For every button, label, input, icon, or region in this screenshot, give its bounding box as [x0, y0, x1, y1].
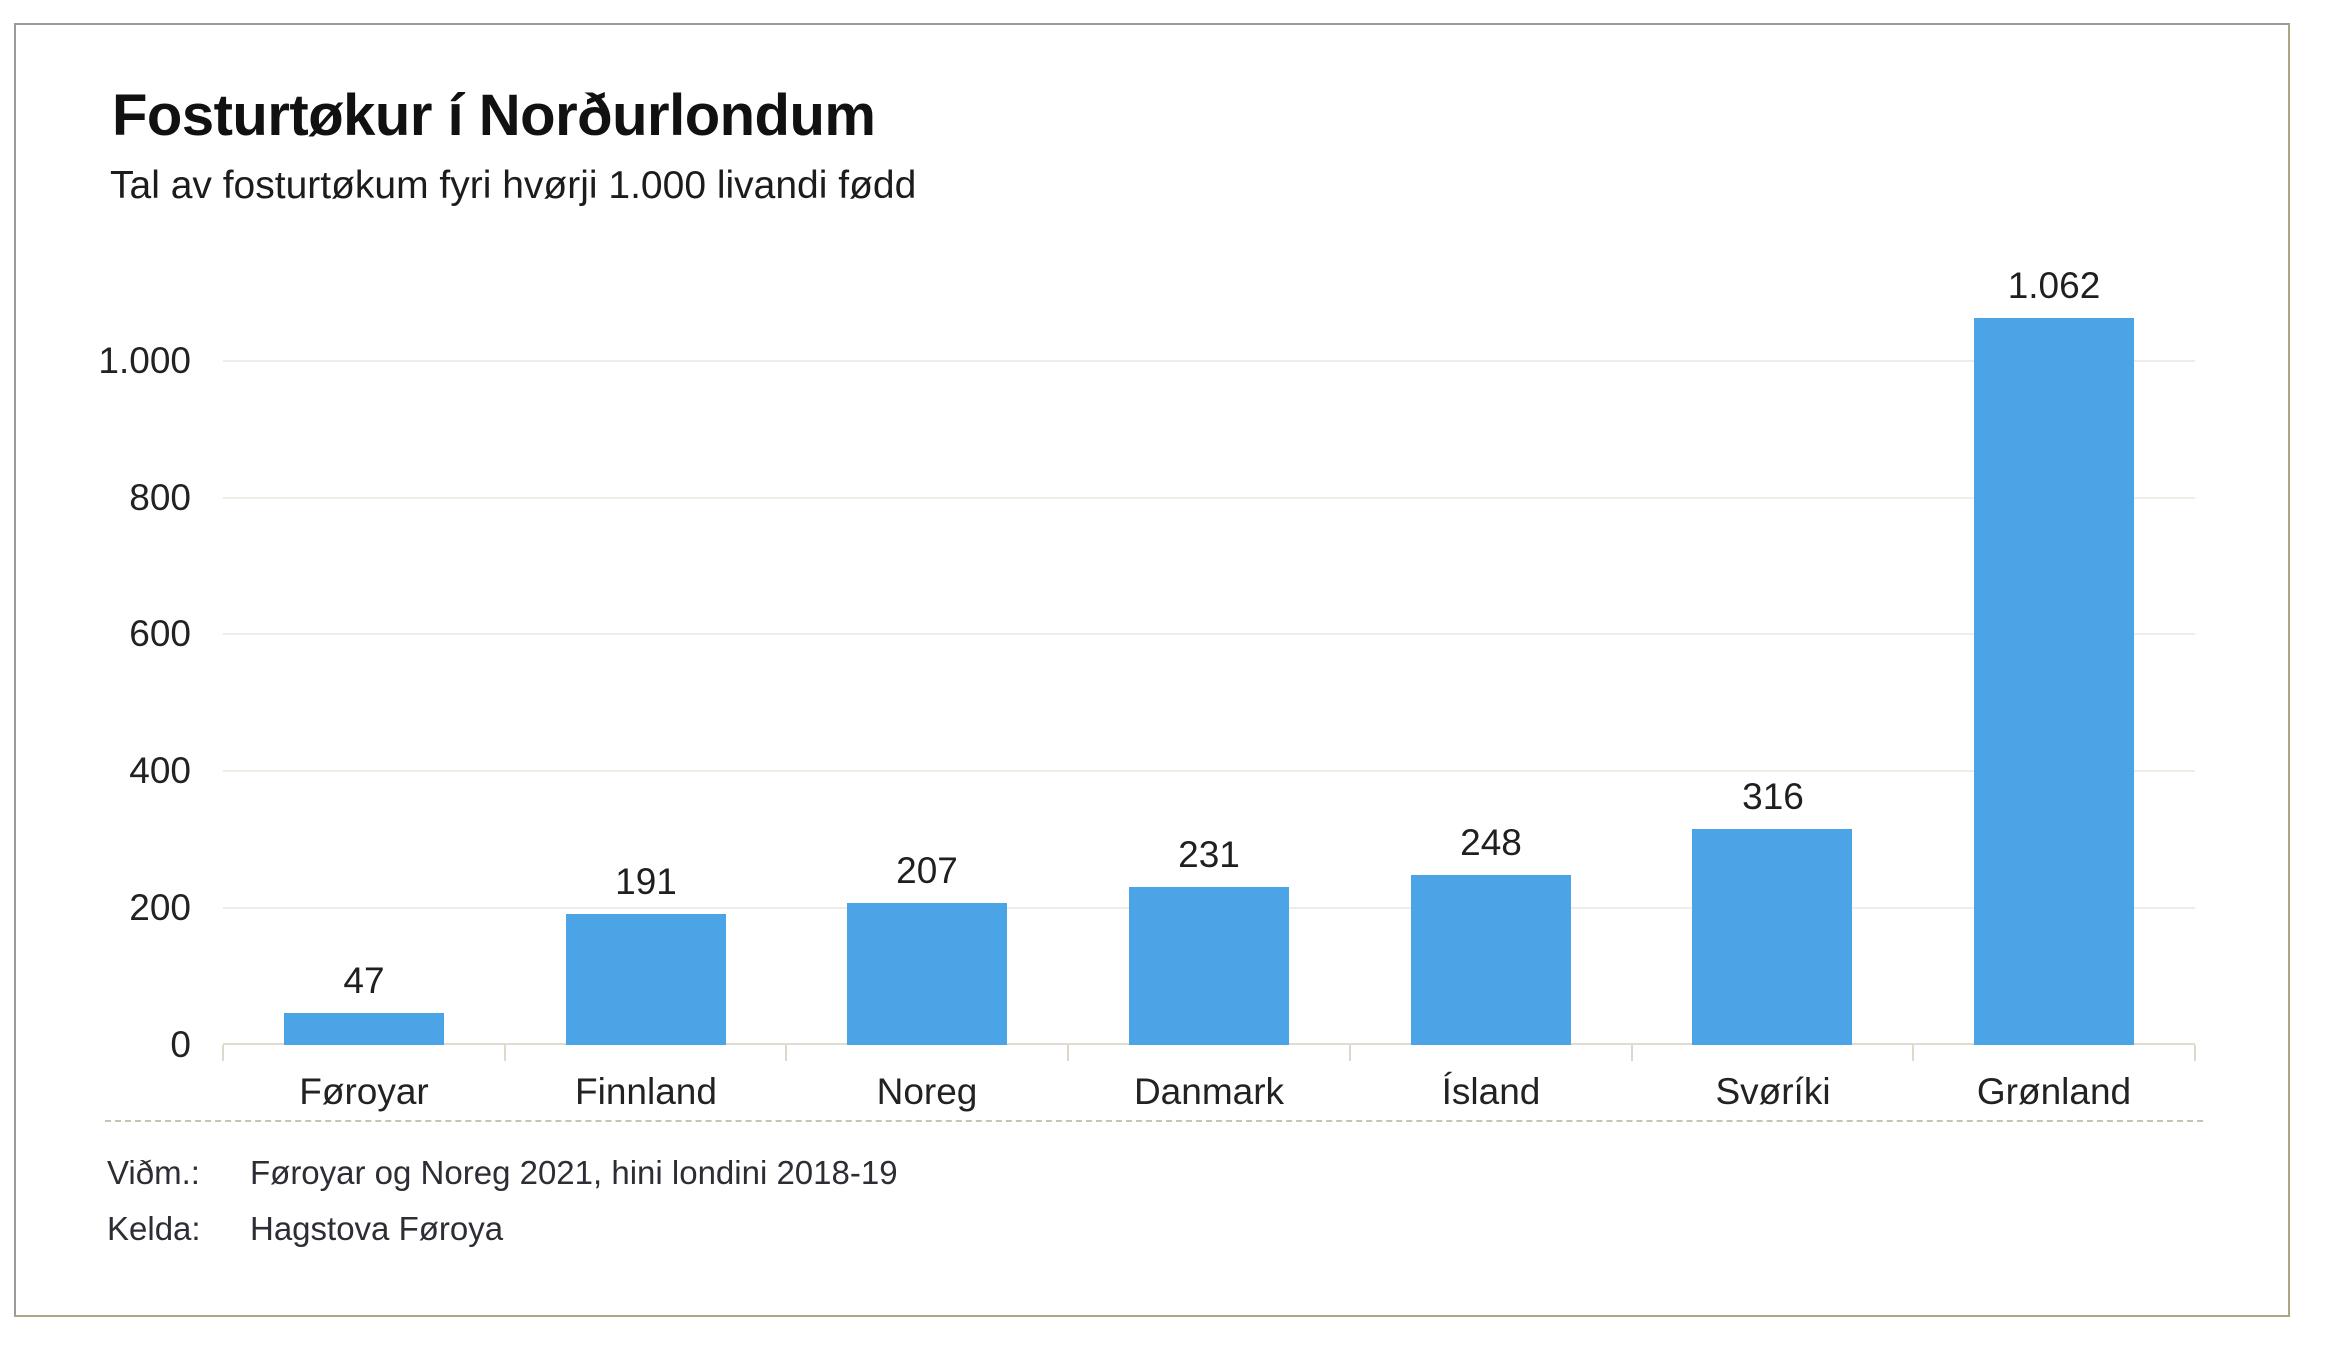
bar-value-label: 191	[615, 861, 677, 902]
bar-value-label: 207	[896, 850, 958, 891]
chart-subtitle: Tal av fosturtøkum fyri hvørji 1.000 liv…	[110, 164, 917, 207]
plot-area: 47 191 207 231 248 316 1.062 Føroyar Finnland No…	[222, 240, 2196, 1112]
gridline	[223, 359, 2195, 362]
bar-value-label: 316	[1742, 776, 1804, 817]
category-label: Føroyar	[299, 1071, 429, 1112]
footnote-vidm-label: Viðm.:	[107, 1154, 200, 1191]
category-label: Noreg	[876, 1071, 978, 1112]
bar	[284, 1013, 444, 1045]
bar	[1129, 887, 1289, 1045]
y-axis-label: 0	[170, 1024, 191, 1065]
y-axis-label: 1.000	[98, 339, 191, 381]
bar	[566, 914, 726, 1045]
bar-value-label: 1.062	[2007, 265, 2101, 306]
category-label: Svøríki	[1715, 1071, 1831, 1112]
footnote-divider	[105, 1120, 2203, 1122]
footnote-vidm-text: Føroyar og Noreg 2021, hini londini 2018…	[250, 1154, 898, 1191]
x-axis-tick	[785, 1045, 787, 1061]
x-axis-tick	[222, 1045, 224, 1061]
bar-value-label: 248	[1460, 822, 1522, 863]
category-label: Danmark	[1133, 1071, 1285, 1112]
bar	[1974, 318, 2134, 1045]
bar	[1692, 829, 1852, 1045]
footnote-kelda-text: Hagstova Føroya	[250, 1210, 504, 1247]
category-label: Ísland	[1441, 1071, 1541, 1112]
chart-title: Fosturtøkur í Norðurlondum	[112, 83, 876, 148]
x-axis-tick	[1067, 1045, 1069, 1061]
bar	[847, 903, 1007, 1045]
gridline	[223, 633, 2195, 636]
y-axis-label: 800	[129, 476, 191, 518]
gridline	[223, 496, 2195, 499]
bar-value-label: 231	[1178, 834, 1240, 875]
chart-panel: Fosturtøkur í Norðurlondum Tal av fostur…	[14, 23, 2290, 1317]
y-axis-label: 200	[129, 887, 191, 929]
x-axis-tick	[2194, 1045, 2196, 1061]
x-axis-tick	[1912, 1045, 1914, 1061]
x-axis-tick	[1349, 1045, 1351, 1061]
y-axis-label: 400	[129, 750, 191, 792]
category-label: Finnland	[575, 1071, 717, 1112]
y-axis-label: 600	[129, 613, 191, 655]
gridline	[223, 770, 2195, 773]
x-axis-tick	[1631, 1045, 1633, 1061]
bar-value-label: 47	[343, 960, 385, 1001]
category-label: Grønland	[1976, 1071, 2132, 1112]
footnote-kelda-label: Kelda:	[107, 1210, 201, 1247]
x-axis-tick	[504, 1045, 506, 1061]
bar	[1411, 875, 1571, 1045]
